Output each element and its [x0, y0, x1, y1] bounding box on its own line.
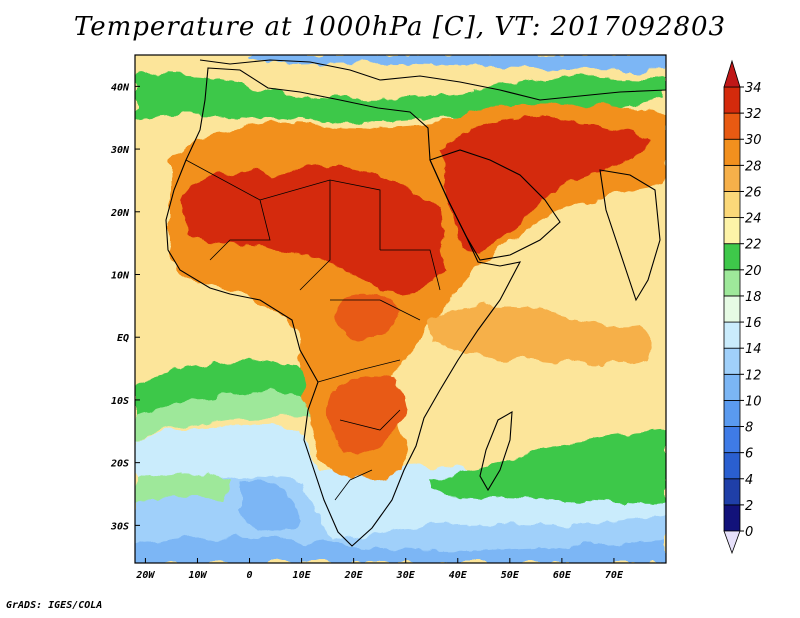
- colorbar-bin: [723, 295, 741, 323]
- colorbar-label: 4: [745, 473, 753, 488]
- lat-tick-label: 30S: [110, 521, 129, 532]
- colorbar-label: 16: [745, 316, 762, 331]
- region-south-atlantic-light: [135, 373, 320, 500]
- colorbar-label: 6: [745, 447, 753, 462]
- colorbar-label: 18: [745, 290, 762, 305]
- lat-tick-label: 20N: [110, 208, 130, 219]
- colorbar-bin: [723, 217, 741, 245]
- lat-tick-label: 20S: [110, 459, 129, 470]
- colorbar-label: 28: [745, 159, 762, 174]
- arabia-coastline: [429, 149, 561, 261]
- lon-tick-label: 40E: [449, 570, 468, 581]
- colorbar-bin: [723, 373, 741, 401]
- region-south-atlantic-green: [135, 361, 312, 415]
- colorbar-label: 8: [745, 421, 753, 436]
- map-plot-area: [135, 55, 666, 563]
- colorbar-bin: [723, 243, 741, 271]
- colorbar-bin: [723, 400, 741, 427]
- region-southern-ocean-cold: [135, 479, 666, 563]
- colorbar-label: 32: [745, 107, 762, 122]
- region-europe-blue: [250, 55, 666, 71]
- colorbar-label: 14: [745, 342, 762, 357]
- lon-tick-label: 10W: [188, 570, 207, 581]
- lat-tick-label: 10S: [111, 396, 129, 407]
- footer-credit: GrADS: IGES/COLA: [6, 600, 103, 611]
- country-borders: [185, 159, 441, 501]
- colorbar-label: 10: [745, 394, 762, 409]
- colorbar-label: 30: [745, 133, 762, 148]
- lon-tick-label: 50E: [501, 570, 520, 581]
- colorbar-bin: [723, 504, 741, 532]
- india-coastline: [599, 169, 661, 302]
- map-title: Temperature at 1000hPa [C], VT: 20170928…: [73, 12, 727, 42]
- colorbar-bin: [723, 164, 741, 192]
- lat-tick-label: 10N: [111, 271, 130, 282]
- colorbar-label: 0: [745, 525, 753, 540]
- colorbar-over-arrow: [723, 59, 741, 88]
- lat-tick-label: 40N: [111, 82, 130, 93]
- region-southern-africa-hot: [325, 294, 405, 452]
- colorbar-label: 12: [745, 368, 762, 383]
- lon-tick-label: 60E: [553, 570, 572, 581]
- colorbar-label: 24: [745, 212, 762, 227]
- colorbar-bin: [723, 426, 741, 454]
- colorbar-bin: [723, 478, 741, 506]
- colorbar-bin: [723, 112, 741, 140]
- colorbar-label: 20: [745, 264, 762, 279]
- colorbar-bin: [723, 191, 741, 218]
- lon-tick-label: 20E: [344, 570, 364, 581]
- colorbar-bin: [723, 452, 741, 480]
- lon-tick-label: 10E: [293, 570, 312, 581]
- colorbar-label: 34: [745, 81, 762, 96]
- lon-tick-label: 30E: [396, 570, 416, 581]
- map-frame: [134, 54, 667, 564]
- colorbar-bin: [723, 269, 741, 297]
- africa-coastline: [165, 67, 522, 547]
- region-arabia-core: [440, 116, 650, 252]
- madagascar-coastline: [479, 411, 513, 492]
- region-indian-ocean-green: [430, 430, 666, 505]
- colorbar-bin: [723, 347, 741, 375]
- colorbar-bin: [723, 86, 741, 114]
- lon-tick-label: 20W: [135, 570, 155, 581]
- colorbar-bin: [723, 321, 741, 349]
- colorbar-label: 26: [745, 185, 762, 200]
- europe-coastline: [199, 59, 666, 101]
- lon-tick-label: 70E: [605, 570, 624, 581]
- lon-tick-label: 0: [247, 570, 253, 581]
- lat-tick-label: EQ: [117, 333, 129, 344]
- colorbar-under-arrow: [723, 530, 741, 555]
- colorbar-label: 2: [745, 499, 753, 514]
- latitude-axis: 40N 30N 20N 10N EQ 10S 20S 30S: [110, 82, 140, 532]
- longitude-axis: 20W 10W 0 10E 20E 30E 40E 50E 60E 70E: [135, 558, 624, 581]
- lat-tick-label: 30N: [110, 145, 130, 156]
- colorbar-label: 22: [745, 238, 762, 253]
- colorbar-bin: [723, 138, 741, 166]
- region-sahara-core: [180, 166, 445, 294]
- coastlines: [165, 59, 666, 547]
